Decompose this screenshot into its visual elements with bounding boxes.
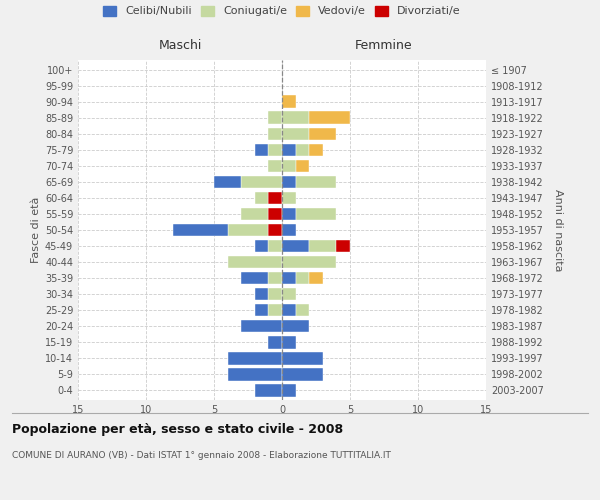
Bar: [241, 320, 282, 332]
Bar: [255, 288, 268, 300]
Bar: [268, 304, 282, 316]
Bar: [173, 224, 227, 236]
Bar: [282, 352, 323, 364]
Bar: [282, 96, 296, 108]
Bar: [282, 320, 309, 332]
Bar: [268, 272, 282, 284]
Bar: [309, 128, 337, 140]
Bar: [296, 304, 309, 316]
Bar: [227, 352, 282, 364]
Bar: [255, 384, 282, 396]
Bar: [282, 256, 337, 268]
Bar: [309, 144, 323, 156]
Bar: [296, 272, 309, 284]
Bar: [268, 240, 282, 252]
Bar: [241, 208, 268, 220]
Bar: [268, 112, 282, 124]
Bar: [296, 144, 309, 156]
Bar: [282, 272, 296, 284]
Bar: [282, 288, 296, 300]
Bar: [214, 176, 241, 188]
Bar: [309, 272, 323, 284]
Bar: [227, 368, 282, 380]
Bar: [282, 192, 296, 204]
Bar: [268, 336, 282, 348]
Bar: [282, 112, 309, 124]
Bar: [282, 128, 309, 140]
Bar: [241, 176, 282, 188]
Bar: [282, 208, 296, 220]
Bar: [296, 160, 309, 172]
Bar: [282, 336, 296, 348]
Bar: [282, 144, 296, 156]
Bar: [268, 224, 282, 236]
Bar: [268, 144, 282, 156]
Bar: [255, 144, 268, 156]
Bar: [255, 192, 268, 204]
Bar: [255, 304, 268, 316]
Bar: [268, 192, 282, 204]
Legend: Celibi/Nubili, Coniugati/e, Vedovi/e, Divorziati/e: Celibi/Nubili, Coniugati/e, Vedovi/e, Di…: [103, 6, 461, 16]
Bar: [268, 128, 282, 140]
Bar: [282, 384, 296, 396]
Bar: [268, 208, 282, 220]
Bar: [227, 224, 268, 236]
Bar: [227, 256, 282, 268]
Bar: [268, 288, 282, 300]
Bar: [241, 272, 268, 284]
Bar: [282, 160, 296, 172]
Bar: [282, 224, 296, 236]
Bar: [337, 240, 350, 252]
Text: COMUNE DI AURANO (VB) - Dati ISTAT 1° gennaio 2008 - Elaborazione TUTTITALIA.IT: COMUNE DI AURANO (VB) - Dati ISTAT 1° ge…: [12, 451, 391, 460]
Bar: [296, 208, 337, 220]
Bar: [282, 304, 296, 316]
Text: Femmine: Femmine: [355, 39, 413, 52]
Text: Maschi: Maschi: [158, 39, 202, 52]
Bar: [296, 176, 337, 188]
Bar: [282, 368, 323, 380]
Y-axis label: Anni di nascita: Anni di nascita: [553, 188, 563, 271]
Bar: [255, 240, 268, 252]
Bar: [282, 176, 296, 188]
Bar: [282, 240, 309, 252]
Bar: [309, 112, 350, 124]
Bar: [268, 160, 282, 172]
Y-axis label: Fasce di età: Fasce di età: [31, 197, 41, 263]
Text: Popolazione per età, sesso e stato civile - 2008: Popolazione per età, sesso e stato civil…: [12, 422, 343, 436]
Bar: [309, 240, 337, 252]
